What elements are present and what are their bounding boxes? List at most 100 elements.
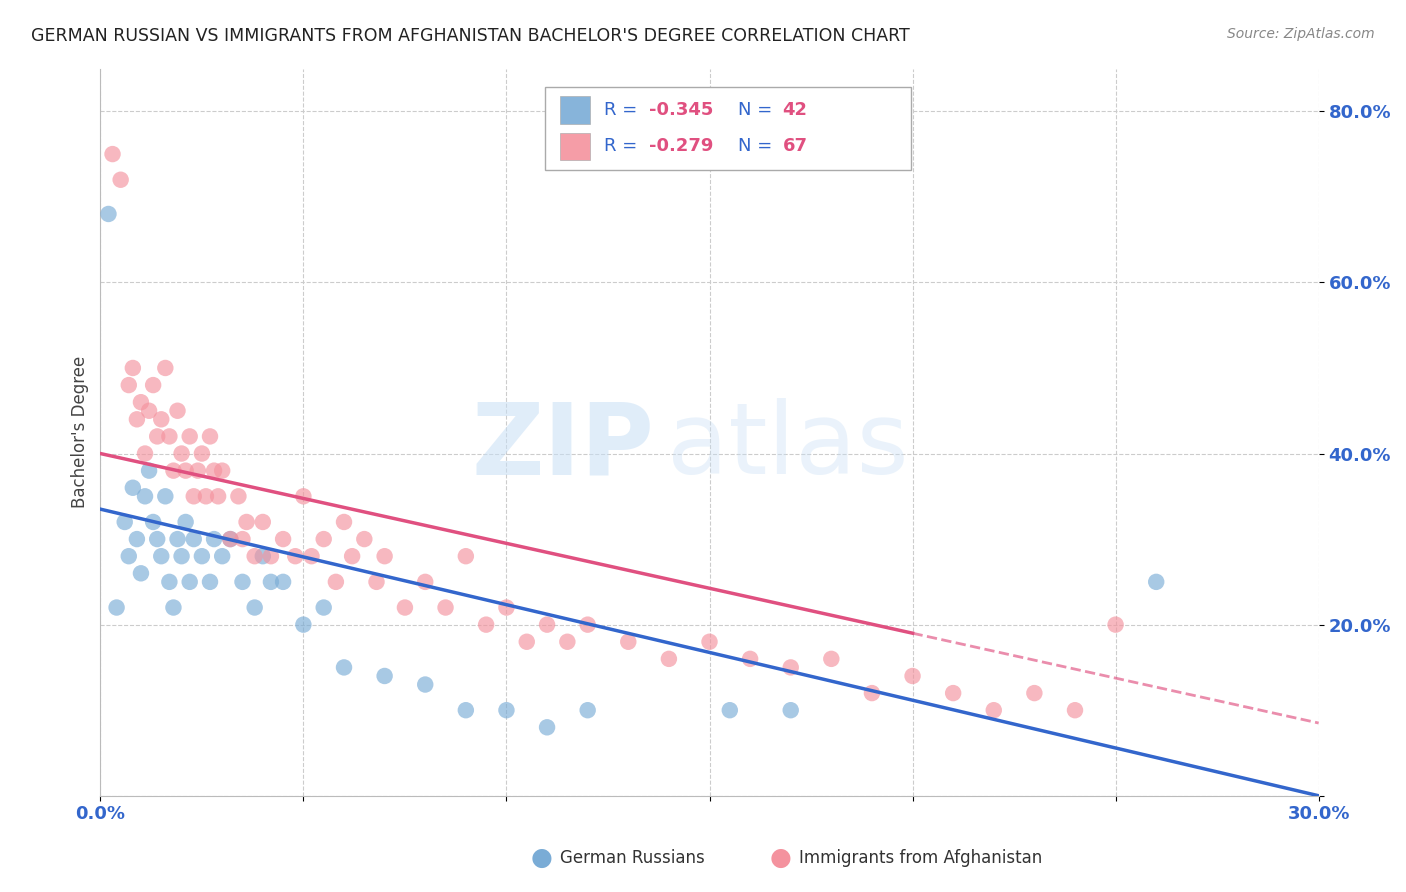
Point — [1104, 617, 1126, 632]
Point — [138, 403, 160, 417]
Point — [301, 549, 323, 564]
Point — [142, 378, 165, 392]
Point — [155, 361, 177, 376]
Point — [219, 532, 242, 546]
Point — [211, 464, 233, 478]
Point — [942, 686, 965, 700]
Point — [536, 617, 558, 632]
FancyBboxPatch shape — [560, 96, 591, 124]
Point — [150, 549, 173, 564]
Text: R =: R = — [603, 101, 643, 119]
Point — [366, 574, 388, 589]
Point — [576, 703, 599, 717]
Point — [271, 574, 294, 589]
Point — [557, 634, 579, 648]
Point — [105, 600, 128, 615]
FancyBboxPatch shape — [560, 133, 591, 161]
Point — [146, 532, 169, 546]
Point — [174, 464, 197, 478]
Text: ●: ● — [769, 847, 792, 870]
Point — [138, 464, 160, 478]
Point — [198, 574, 221, 589]
Text: R =: R = — [603, 137, 643, 155]
Point — [166, 403, 188, 417]
Point — [325, 574, 347, 589]
Point — [202, 464, 225, 478]
Point — [101, 147, 124, 161]
Point — [110, 173, 132, 187]
Point — [536, 720, 558, 734]
Point — [820, 652, 842, 666]
Point — [231, 574, 253, 589]
Y-axis label: Bachelor's Degree: Bachelor's Degree — [72, 356, 89, 508]
Point — [1064, 703, 1087, 717]
Point — [312, 600, 335, 615]
Point — [121, 361, 143, 376]
Point — [166, 532, 188, 546]
Point — [284, 549, 307, 564]
Point — [162, 464, 184, 478]
Point — [779, 660, 801, 674]
Point — [413, 574, 436, 589]
Point — [271, 532, 294, 546]
Point — [1144, 574, 1167, 589]
Point — [129, 566, 152, 581]
Point — [718, 703, 741, 717]
Text: N =: N = — [738, 101, 778, 119]
Point — [699, 634, 721, 648]
Text: -0.345: -0.345 — [648, 101, 713, 119]
Point — [516, 634, 538, 648]
Point — [150, 412, 173, 426]
Point — [353, 532, 375, 546]
Point — [125, 532, 148, 546]
Point — [207, 489, 229, 503]
Text: 42: 42 — [783, 101, 807, 119]
Point — [202, 532, 225, 546]
Point — [198, 429, 221, 443]
Point — [179, 429, 201, 443]
Point — [97, 207, 120, 221]
Point — [394, 600, 416, 615]
Point — [211, 549, 233, 564]
FancyBboxPatch shape — [546, 87, 911, 170]
Point — [121, 481, 143, 495]
Point — [374, 549, 396, 564]
Point — [740, 652, 762, 666]
Point — [170, 446, 193, 460]
Point — [162, 600, 184, 615]
Point — [292, 617, 315, 632]
Point — [118, 378, 141, 392]
Point — [179, 574, 201, 589]
Point — [183, 532, 205, 546]
Point — [983, 703, 1005, 717]
Point — [191, 446, 214, 460]
Point — [779, 703, 801, 717]
Point — [235, 515, 257, 529]
Point — [243, 600, 266, 615]
Point — [860, 686, 883, 700]
Point — [292, 489, 315, 503]
Point — [142, 515, 165, 529]
Text: ZIP: ZIP — [472, 398, 655, 495]
Point — [475, 617, 498, 632]
Point — [187, 464, 209, 478]
Text: German Russians: German Russians — [560, 849, 704, 867]
Point — [146, 429, 169, 443]
Point — [219, 532, 242, 546]
Point — [170, 549, 193, 564]
Point — [576, 617, 599, 632]
Point — [157, 429, 180, 443]
Text: 67: 67 — [783, 137, 807, 155]
Point — [333, 515, 356, 529]
Point — [252, 515, 274, 529]
Point — [312, 532, 335, 546]
Text: Source: ZipAtlas.com: Source: ZipAtlas.com — [1227, 27, 1375, 41]
Point — [340, 549, 363, 564]
Point — [134, 489, 156, 503]
Point — [129, 395, 152, 409]
Point — [114, 515, 136, 529]
Point — [191, 549, 214, 564]
Point — [617, 634, 640, 648]
Text: -0.279: -0.279 — [648, 137, 713, 155]
Text: atlas: atlas — [666, 398, 908, 495]
